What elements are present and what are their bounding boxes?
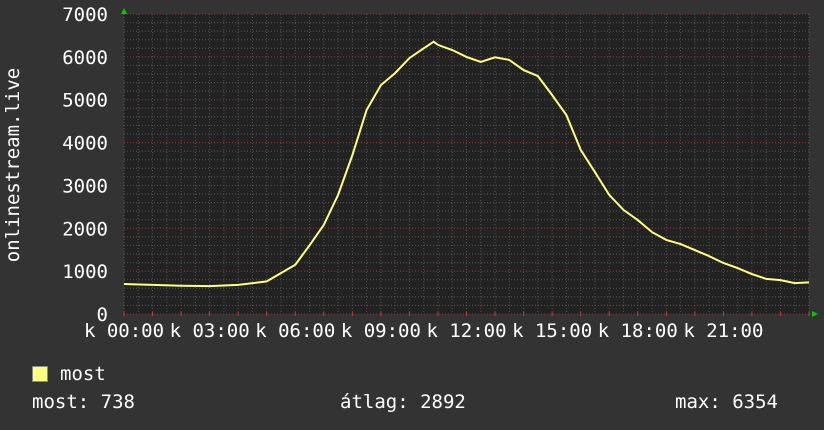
series-line-most <box>123 40 810 288</box>
x-tick-label: k 21:00 <box>683 320 763 342</box>
legend: most <box>32 363 106 385</box>
x-tick-label: k 12:00 <box>426 320 506 342</box>
stat-average: átlag: 2892 <box>340 391 466 413</box>
legend-swatch <box>32 366 48 382</box>
stat-current: most: 738 <box>32 391 135 413</box>
y-axis: 0 1000 2000 3000 4000 5000 6000 7000 <box>62 4 108 326</box>
y-tick-label: 7000 <box>62 4 108 26</box>
stat-max: max: 6354 <box>675 391 778 413</box>
x-tick-label: k 18:00 <box>598 320 678 342</box>
y-tick-label: 0 <box>97 304 108 326</box>
x-axis: k 00:00 k 03:00 k 06:00 k 09:00 k 12:00 k 15:… <box>84 320 763 342</box>
y-tick-label: 2000 <box>62 218 108 240</box>
y-tick-label: 3000 <box>62 175 108 197</box>
grid <box>123 13 810 316</box>
y-axis-arrow-icon <box>121 8 127 14</box>
x-tick-label: k 03:00 <box>170 320 250 342</box>
y-tick-label: 1000 <box>62 261 108 283</box>
x-tick-label: k 15:00 <box>512 320 592 342</box>
y-tick-label: 4000 <box>62 133 108 155</box>
y-tick-label: 5000 <box>62 90 108 112</box>
x-tick-label: k 06:00 <box>255 320 335 342</box>
legend-label: most <box>60 363 106 385</box>
x-axis-arrow-icon <box>812 311 818 317</box>
x-tick-label: k 09:00 <box>341 320 421 342</box>
x-tick-label: k 00:00 <box>84 320 164 342</box>
y-axis-label: onlinestream.live <box>2 68 24 262</box>
y-tick-label: 6000 <box>62 47 108 69</box>
